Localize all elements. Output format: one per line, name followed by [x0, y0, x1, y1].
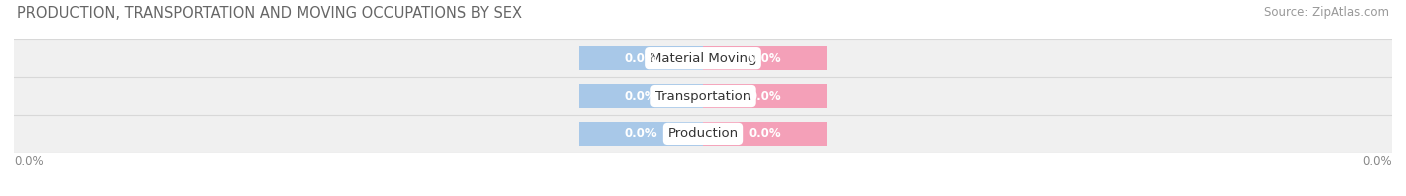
Text: 0.0%: 0.0%: [748, 127, 782, 140]
Text: 0.0%: 0.0%: [748, 90, 782, 103]
Text: 0.0%: 0.0%: [624, 127, 658, 140]
Text: 0.0%: 0.0%: [14, 155, 44, 168]
Text: Transportation: Transportation: [655, 90, 751, 103]
Text: Production: Production: [668, 127, 738, 140]
Text: 0.0%: 0.0%: [1362, 155, 1392, 168]
Bar: [14, 77, 1392, 115]
Text: 0.0%: 0.0%: [624, 52, 658, 65]
Text: 0.0%: 0.0%: [624, 90, 658, 103]
Bar: [14, 39, 1392, 77]
Bar: [703, 84, 827, 108]
Text: Material Moving: Material Moving: [650, 52, 756, 65]
Bar: [14, 115, 1392, 153]
Bar: [579, 122, 703, 146]
Text: PRODUCTION, TRANSPORTATION AND MOVING OCCUPATIONS BY SEX: PRODUCTION, TRANSPORTATION AND MOVING OC…: [17, 6, 522, 21]
Bar: [579, 84, 703, 108]
Bar: [703, 46, 827, 70]
Bar: [703, 122, 827, 146]
Text: 0.0%: 0.0%: [748, 52, 782, 65]
Bar: [579, 46, 703, 70]
Text: Source: ZipAtlas.com: Source: ZipAtlas.com: [1264, 6, 1389, 19]
